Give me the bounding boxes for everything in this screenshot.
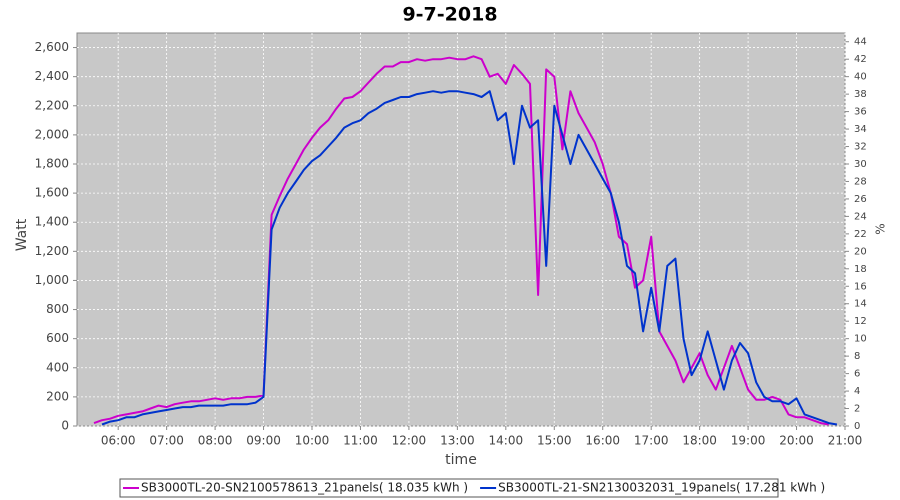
x-tick-label: 11:00 (343, 434, 378, 448)
x-tick-label: 21:00 (828, 434, 863, 448)
y-tick-label: 600 (46, 331, 69, 345)
y2-tick-label: 2 (854, 404, 860, 415)
y2-tick-label: 20 (854, 246, 867, 257)
y2-tick-label: 8 (854, 351, 860, 362)
y-tick-label: 1,400 (35, 215, 69, 229)
y2-tick-label: 4 (854, 386, 860, 397)
legend-label: SB3000TL-20-SN2100578613_21panels( 18.03… (141, 481, 468, 495)
x-tick-label: 20:00 (779, 434, 814, 448)
legend (119, 478, 779, 498)
y2-axis-label: % (874, 223, 888, 234)
series-line (93, 55, 829, 426)
y2-tick-label: 44 (854, 37, 867, 48)
y2-tick-label: 38 (854, 89, 867, 100)
y-tick-label: 2,000 (35, 127, 69, 141)
y-tick-label: 2,200 (35, 98, 69, 112)
y-tick-label: 2,400 (35, 69, 69, 83)
x-tick-label: 13:00 (440, 434, 475, 448)
x-tick-label: 19:00 (731, 434, 766, 448)
y2-tick-label: 36 (854, 107, 867, 118)
y2-tick-label: 12 (854, 316, 867, 327)
y2-tick-label: 0 (854, 421, 860, 432)
y2-tick-label: 14 (854, 299, 867, 310)
y2-tick-label: 42 (854, 54, 867, 65)
y2-tick-label: 34 (854, 124, 867, 135)
y-tick-label: 1,800 (35, 157, 69, 171)
y2-tick-label: 24 (854, 211, 867, 222)
y-tick-label: 1,000 (35, 273, 69, 287)
x-tick-label: 06:00 (101, 434, 136, 448)
plot-area (76, 32, 846, 427)
y2-tick-label: 28 (854, 176, 867, 187)
y2-tick-label: 40 (854, 72, 867, 83)
y2-tick-label: 22 (854, 229, 867, 240)
y-tick-label: 200 (46, 389, 69, 403)
y-tick-label: 1,600 (35, 186, 69, 200)
y-tick-label: 800 (46, 302, 69, 316)
y2-tick-label: 26 (854, 194, 867, 205)
legend-label: SB3000TL-21-SN2130032031_19panels( 17.28… (498, 481, 825, 495)
x-tick-label: 12:00 (392, 434, 427, 448)
y-tick-label: 400 (46, 360, 69, 374)
y2-tick-label: 18 (854, 264, 867, 275)
y2-tick-label: 16 (854, 281, 867, 292)
y-axis-label: Watt (14, 218, 30, 251)
x-tick-label: 17:00 (634, 434, 669, 448)
x-tick-label: 16:00 (585, 434, 620, 448)
x-tick-label: 09:00 (246, 434, 281, 448)
x-axis-label: time (445, 452, 477, 468)
x-tick-label: 18:00 (682, 434, 717, 448)
x-tick-label: 08:00 (198, 434, 233, 448)
y-tick-label: 1,200 (35, 244, 69, 258)
chart-title: 9-7-2018 (402, 4, 497, 26)
y-tick-label: 2,600 (35, 40, 69, 54)
y2-tick-label: 6 (854, 369, 860, 380)
series-line (101, 90, 838, 426)
y-tick-label: 0 (61, 419, 69, 433)
x-tick-label: 15:00 (537, 434, 572, 448)
x-tick-label: 07:00 (149, 434, 184, 448)
y2-tick-label: 30 (854, 159, 867, 170)
x-tick-label: 10:00 (295, 434, 330, 448)
y2-tick-label: 32 (854, 142, 867, 153)
y2-tick-label: 10 (854, 334, 867, 345)
x-tick-label: 14:00 (489, 434, 524, 448)
